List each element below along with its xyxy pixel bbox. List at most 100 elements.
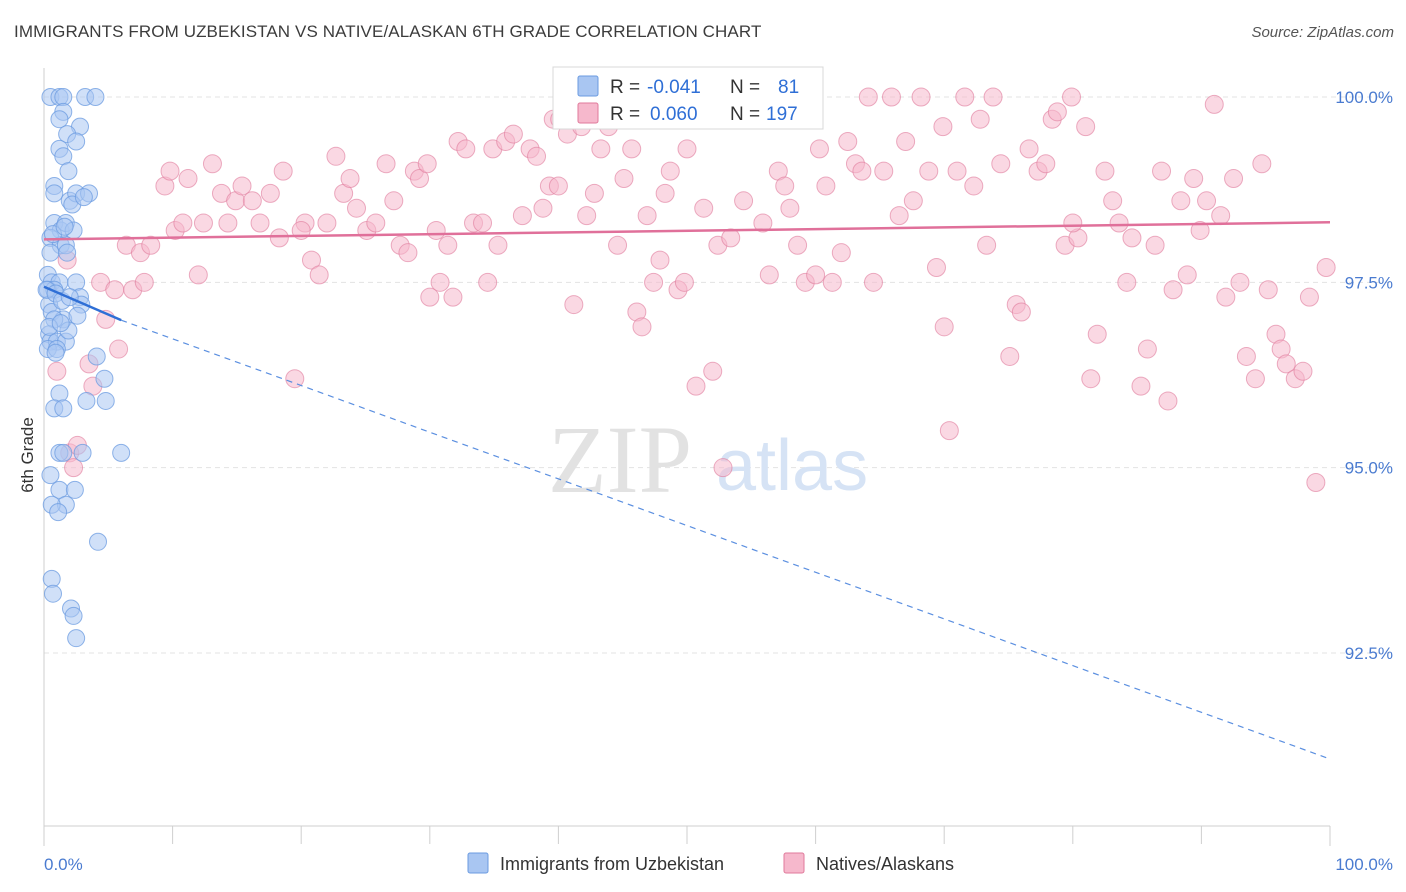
- uzbekistan-point: [65, 480, 84, 499]
- natives-point: [674, 272, 694, 292]
- natives-point: [285, 369, 305, 389]
- natives-point: [644, 272, 664, 292]
- natives-point: [420, 287, 440, 307]
- uzbekistan-point: [73, 443, 92, 462]
- uzbekistan-point: [112, 443, 131, 462]
- natives-point: [852, 161, 872, 181]
- natives-point: [417, 154, 437, 174]
- legend-r-value-1: -0.041: [647, 77, 701, 98]
- natives-point: [838, 131, 858, 151]
- natives-point: [64, 458, 84, 478]
- natives-point: [632, 317, 652, 337]
- natives-point: [1216, 287, 1236, 307]
- natives-point: [919, 161, 939, 181]
- natives-point: [1158, 391, 1178, 411]
- natives-point: [1036, 154, 1056, 174]
- natives-point: [1258, 280, 1278, 300]
- natives-point: [273, 161, 293, 181]
- natives-point: [822, 272, 842, 292]
- natives-point: [1177, 265, 1197, 285]
- natives-point: [591, 139, 611, 159]
- natives-point: [1236, 346, 1256, 366]
- natives-point: [896, 131, 916, 151]
- natives-point: [677, 139, 697, 159]
- natives-point: [366, 213, 386, 233]
- natives-point: [608, 235, 628, 255]
- correlation-legend: R = -0.041 N = 81 R = 0.060 N = 197: [552, 66, 824, 130]
- uzbekistan-point: [58, 243, 77, 262]
- uzbekistan-point: [59, 162, 78, 181]
- uzbekistan-point: [67, 132, 86, 151]
- natives-point: [1171, 191, 1191, 211]
- source-label: Source: ZipAtlas.com: [1251, 24, 1394, 41]
- uzbekistan-point: [77, 391, 96, 410]
- legend-swatch-uzbekistan: [577, 75, 599, 97]
- natives-point: [1211, 206, 1231, 226]
- series-uzbekistan-points: [37, 88, 131, 648]
- natives-point: [242, 191, 262, 211]
- natives-point: [753, 213, 773, 233]
- legend-n-value-2: 197: [766, 104, 798, 125]
- axes: [43, 68, 1331, 846]
- natives-point: [614, 169, 634, 189]
- natives-point: [1163, 280, 1183, 300]
- natives-point: [430, 272, 450, 292]
- natives-point: [1299, 287, 1319, 307]
- natives-point: [806, 265, 826, 285]
- natives-point: [686, 376, 706, 396]
- natives-point: [47, 361, 67, 381]
- natives-point: [1224, 169, 1244, 189]
- natives-point: [660, 161, 680, 181]
- uzbekistan-point: [55, 217, 74, 236]
- natives-point: [346, 198, 366, 218]
- natives-point: [577, 206, 597, 226]
- y-tick-label: 95.0%: [1345, 459, 1393, 478]
- legend-r-label-2: R =: [610, 104, 640, 125]
- natives-point: [301, 250, 321, 270]
- natives-point: [1204, 94, 1224, 114]
- natives-point: [788, 235, 808, 255]
- natives-point: [1087, 324, 1107, 344]
- natives-point: [970, 109, 990, 129]
- natives-point: [858, 87, 878, 107]
- natives-point: [650, 250, 670, 270]
- natives-point: [503, 124, 523, 144]
- natives-point: [1276, 354, 1296, 374]
- natives-point: [1293, 361, 1313, 381]
- uzbekistan-point: [50, 110, 69, 129]
- natives-point: [903, 191, 923, 211]
- natives-point: [939, 421, 959, 441]
- x-tick-label: 100.0%: [1335, 855, 1393, 874]
- uzbekistan-point: [51, 314, 70, 333]
- natives-point: [193, 213, 213, 233]
- watermark-atlas: atlas: [716, 426, 868, 506]
- natives-point: [831, 243, 851, 263]
- natives-point: [1000, 346, 1020, 366]
- natives-point: [703, 361, 723, 381]
- natives-point: [1103, 191, 1123, 211]
- natives-point: [269, 228, 289, 248]
- natives-point: [488, 235, 508, 255]
- natives-point: [134, 272, 154, 292]
- natives-point: [694, 198, 714, 218]
- natives-point: [1019, 139, 1039, 159]
- natives-point: [1306, 472, 1326, 492]
- natives-point: [874, 161, 894, 181]
- natives-point: [1047, 102, 1067, 122]
- uzbekistan-point: [68, 306, 87, 325]
- uzbekistan-point: [95, 369, 114, 388]
- series-legend: Immigrants from Uzbekistan Natives/Alask…: [467, 852, 954, 874]
- natives-point: [1109, 213, 1129, 233]
- natives-point: [759, 265, 779, 285]
- natives-point: [964, 176, 984, 196]
- uzbekistan-point: [67, 629, 86, 648]
- natives-point: [881, 87, 901, 107]
- natives-point: [1063, 213, 1083, 233]
- uzbekistan-point: [89, 532, 108, 551]
- natives-point: [426, 220, 446, 240]
- uzbekistan-point: [96, 391, 115, 410]
- bottom-legend-swatch-natives: [783, 852, 805, 874]
- natives-point: [713, 458, 733, 478]
- natives-point: [1011, 302, 1031, 322]
- uzbekistan-point: [41, 243, 60, 262]
